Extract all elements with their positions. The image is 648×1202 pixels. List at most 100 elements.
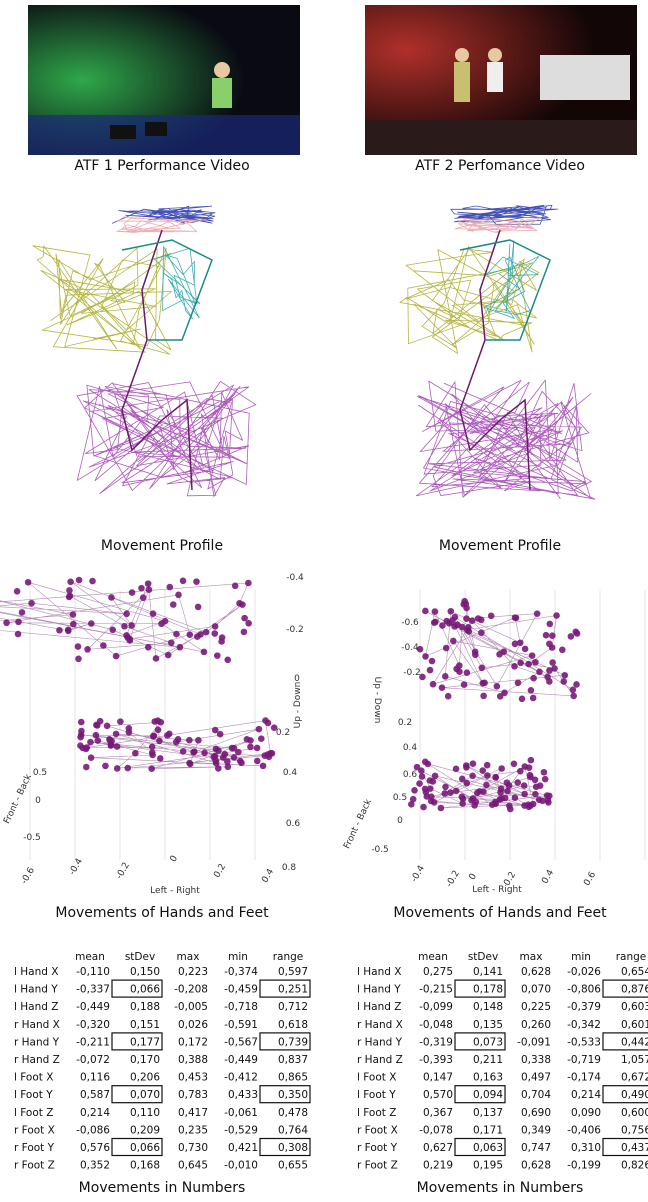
- front-back-tick: 0: [397, 816, 403, 826]
- point: [546, 678, 553, 685]
- front-back-tick: 0: [35, 796, 41, 806]
- table-cell: -0,026: [567, 966, 601, 978]
- point: [422, 759, 429, 766]
- table-cell: 0,148: [473, 1001, 503, 1013]
- row-label: l Foot X: [357, 1072, 396, 1084]
- table-cell: 0,628: [521, 1160, 551, 1172]
- point: [83, 746, 90, 753]
- table-cell: 0,225: [521, 1001, 551, 1013]
- point: [232, 583, 239, 590]
- point: [211, 630, 218, 637]
- point: [75, 655, 82, 662]
- table-cell: 0,570: [423, 1089, 453, 1101]
- table-cell: 0,826: [621, 1160, 648, 1172]
- point: [488, 612, 495, 619]
- table-cell: -0,320: [76, 1019, 110, 1031]
- row-label: r Foot Y: [14, 1142, 55, 1154]
- row-label: r Foot Z: [357, 1160, 398, 1172]
- table-cell: 0,070: [521, 984, 551, 996]
- table-cell: 0,135: [473, 1019, 503, 1031]
- trace: [77, 381, 256, 496]
- table-header: mean: [75, 951, 105, 963]
- table-cell: 0,837: [278, 1054, 308, 1066]
- table-cell: 1,057: [621, 1054, 648, 1066]
- table-cell: -0,529: [224, 1124, 258, 1136]
- table-cell: 0,497: [521, 1072, 551, 1084]
- table-cell: -0,211: [76, 1036, 110, 1048]
- up-down-tick: 0.8: [282, 863, 297, 873]
- table-cell: 0,214: [80, 1107, 110, 1119]
- left-right-tick: -0.2: [445, 869, 462, 889]
- table-cell: 0,171: [473, 1124, 503, 1136]
- up-down-tick: 0.6: [403, 770, 418, 780]
- point: [93, 722, 100, 729]
- table-cell: 0,063: [473, 1142, 503, 1154]
- video-2[interactable]: [365, 5, 637, 155]
- movement-profile: [400, 205, 595, 499]
- up-down-tick: -0.4: [286, 573, 304, 583]
- table-header: max: [177, 951, 200, 963]
- table-cell: -0,449: [76, 1001, 110, 1013]
- row-label: l Foot Y: [357, 1089, 396, 1101]
- table-cell: 0,090: [571, 1107, 601, 1119]
- point: [427, 667, 434, 674]
- table-cell: 0,490: [621, 1089, 648, 1101]
- table-cell: -0,208: [174, 984, 208, 996]
- point: [78, 728, 85, 735]
- table-cell: -0,110: [76, 966, 110, 978]
- point: [102, 763, 109, 770]
- table-cell: -0,412: [224, 1072, 258, 1084]
- point: [456, 668, 463, 675]
- point: [138, 585, 145, 592]
- table-cell: -0,406: [567, 1124, 601, 1136]
- table-cell: 0,150: [130, 966, 160, 978]
- table-cell: 0,618: [278, 1019, 308, 1031]
- up-down-tick: -0.6: [401, 618, 419, 628]
- table-cell: 0,576: [80, 1142, 110, 1154]
- table-cell: -0,533: [567, 1036, 601, 1048]
- table-cell: -0,199: [567, 1160, 601, 1172]
- row-label: r Hand Y: [357, 1036, 403, 1048]
- table-cell: -0,174: [567, 1072, 601, 1084]
- table-cell: 0,066: [130, 984, 160, 996]
- point: [195, 604, 202, 611]
- table-cell: 0,251: [278, 984, 308, 996]
- point: [497, 693, 504, 700]
- row-label: l Foot Z: [357, 1107, 396, 1119]
- table-cell: 0,876: [621, 984, 648, 996]
- profile-caption: Movement Profile: [439, 538, 561, 554]
- table-cell: 0,601: [621, 1019, 648, 1031]
- point: [410, 796, 417, 803]
- table-cell: 0,690: [521, 1107, 551, 1119]
- table-cell: 0,421: [228, 1142, 258, 1154]
- point: [56, 627, 63, 634]
- table-cell: -0,449: [224, 1054, 258, 1066]
- table-cell: -0,086: [76, 1124, 110, 1136]
- point: [180, 577, 187, 584]
- row-label: l Hand Z: [357, 1001, 401, 1013]
- left-right-label: Left - Right: [150, 886, 200, 896]
- trace: [416, 380, 595, 499]
- table-cell: 0,338: [521, 1054, 551, 1066]
- table-cell: 0,310: [571, 1142, 601, 1154]
- video-1[interactable]: [28, 5, 300, 155]
- figure: ATF 1 Performance VideoMovement Profile-…: [0, 0, 648, 1198]
- table-cell: 0,712: [278, 1001, 308, 1013]
- table-cell: 0,597: [278, 966, 308, 978]
- point: [266, 754, 273, 761]
- point: [429, 658, 436, 665]
- point: [530, 695, 537, 702]
- point: [573, 681, 580, 688]
- table-cell: 0,141: [473, 966, 503, 978]
- row-label: r Foot Z: [14, 1160, 55, 1172]
- table-cell: -0,591: [224, 1019, 258, 1031]
- point: [539, 797, 546, 804]
- point: [416, 780, 423, 787]
- left-right-label: Left - Right: [472, 885, 522, 895]
- point: [241, 615, 248, 622]
- table-cell: 0,627: [423, 1142, 453, 1154]
- table-header: stDev: [468, 951, 498, 963]
- table-cell: 0,388: [178, 1054, 208, 1066]
- left-right-tick: 0: [169, 854, 181, 864]
- point: [66, 587, 73, 594]
